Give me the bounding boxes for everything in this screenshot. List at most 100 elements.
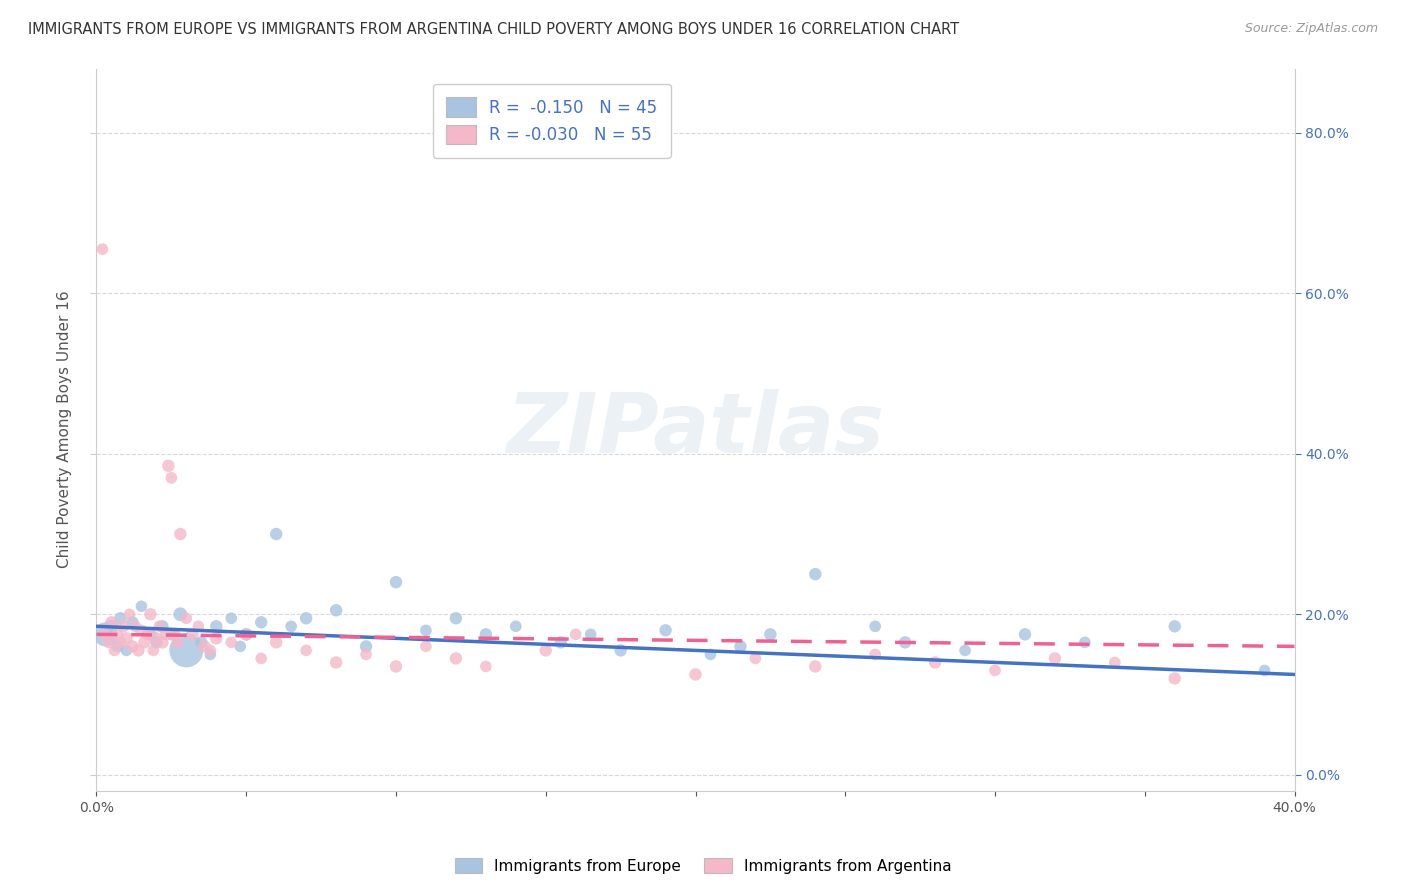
Point (984, 664, 1007, 678)
Point (1104, 656, 1126, 670)
Point (100, 615, 122, 630)
Point (155, 627, 177, 641)
Point (124, 619, 146, 633)
Y-axis label: Child Poverty Among Boys Under 16: Child Poverty Among Boys Under 16 (58, 291, 72, 568)
Point (169, 527, 191, 541)
Legend: R =  -0.150   N = 45, R = -0.030   N = 55: R = -0.150 N = 45, R = -0.030 N = 55 (433, 84, 671, 158)
Point (187, 619, 209, 633)
Point (200, 643, 222, 657)
Point (894, 635, 917, 649)
Point (295, 643, 318, 657)
Point (163, 627, 186, 641)
Point (110, 635, 132, 649)
Point (145, 632, 167, 646)
Point (250, 615, 273, 630)
Point (475, 659, 498, 673)
Point (121, 640, 143, 654)
Point (205, 632, 228, 646)
Point (295, 611, 318, 625)
Point (354, 640, 377, 654)
Point (235, 627, 257, 641)
Text: IMMIGRANTS FROM EUROPE VS IMMIGRANTS FROM ARGENTINA CHILD POVERTY AMONG BOYS UND: IMMIGRANTS FROM EUROPE VS IMMIGRANTS FRO… (28, 22, 959, 37)
Point (415, 624, 437, 638)
Point (150, 635, 173, 649)
Point (134, 635, 156, 649)
Point (264, 527, 287, 541)
Point (110, 611, 132, 625)
Point (804, 659, 827, 673)
Point (730, 640, 752, 654)
Point (235, 627, 257, 641)
Point (139, 607, 162, 622)
Point (325, 603, 347, 617)
Point (759, 627, 782, 641)
Point (685, 667, 707, 681)
Point (190, 635, 212, 649)
Point (150, 619, 173, 633)
Point (118, 607, 141, 622)
Point (699, 648, 721, 662)
Point (385, 659, 408, 673)
Point (354, 648, 377, 662)
Text: ZIPatlas: ZIPatlas (506, 389, 884, 470)
Point (200, 648, 222, 662)
Point (157, 458, 180, 473)
Point (94, 627, 117, 641)
Point (1043, 651, 1066, 665)
Point (1164, 619, 1187, 633)
Point (804, 567, 827, 582)
Point (579, 627, 602, 641)
Point (444, 651, 467, 665)
Point (107, 640, 129, 654)
Point (924, 656, 946, 670)
Point (193, 640, 215, 654)
Point (103, 643, 125, 657)
Point (136, 627, 159, 641)
Point (148, 619, 170, 633)
Point (131, 599, 153, 614)
Point (112, 619, 135, 633)
Point (107, 627, 129, 641)
Text: Source: ZipAtlas.com: Source: ZipAtlas.com (1244, 22, 1378, 36)
Point (444, 611, 467, 625)
Point (609, 643, 631, 657)
Point (264, 635, 287, 649)
Point (229, 640, 252, 654)
Point (139, 627, 162, 641)
Point (1074, 635, 1097, 649)
Point (219, 611, 242, 625)
Point (250, 651, 273, 665)
Point (94, 627, 117, 641)
Point (100, 619, 122, 633)
Point (863, 619, 886, 633)
Point (166, 635, 188, 649)
Point (97, 635, 120, 649)
Point (131, 624, 153, 638)
Point (550, 635, 572, 649)
Point (121, 615, 143, 630)
Point (1164, 672, 1187, 686)
Point (1253, 664, 1275, 678)
Point (953, 643, 976, 657)
Point (415, 640, 437, 654)
Point (505, 619, 527, 633)
Point (205, 619, 228, 633)
Point (160, 471, 183, 485)
Point (142, 643, 165, 657)
Point (744, 651, 766, 665)
Point (863, 648, 886, 662)
Point (91, 242, 114, 256)
Point (654, 624, 676, 638)
Point (1014, 627, 1036, 641)
Point (219, 635, 242, 649)
Legend: Immigrants from Europe, Immigrants from Argentina: Immigrants from Europe, Immigrants from … (449, 852, 957, 880)
Point (176, 611, 198, 625)
Point (181, 627, 204, 641)
Point (385, 575, 408, 590)
Point (325, 656, 347, 670)
Point (115, 632, 138, 646)
Point (534, 643, 557, 657)
Point (564, 627, 586, 641)
Point (160, 627, 183, 641)
Point (176, 643, 198, 657)
